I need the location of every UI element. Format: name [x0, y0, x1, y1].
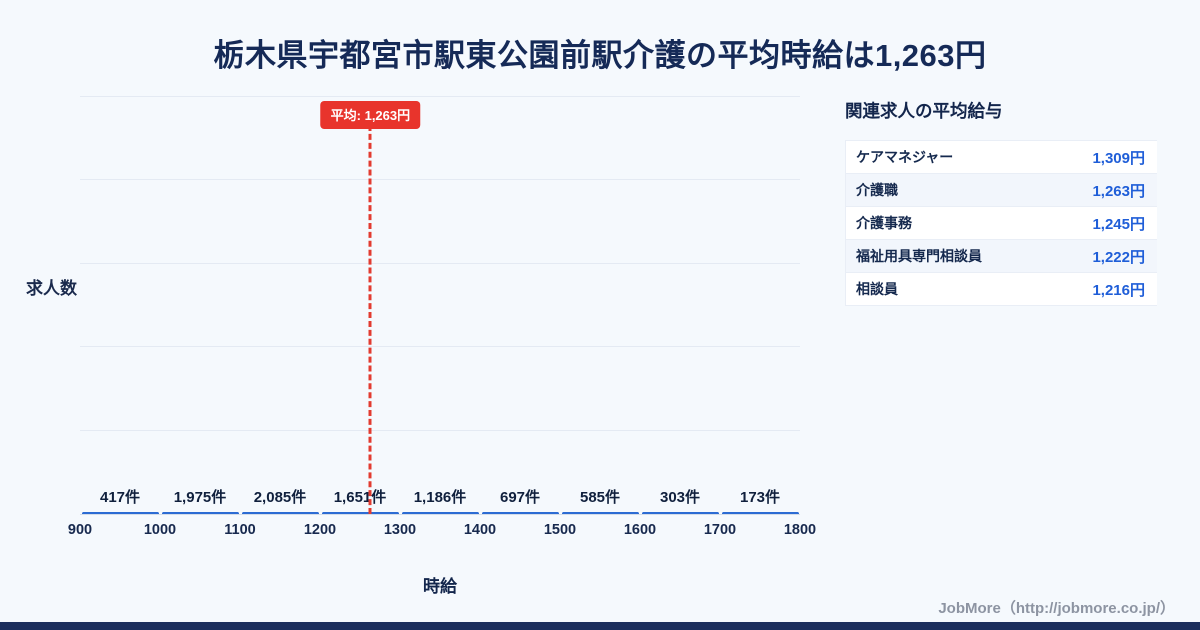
bar — [401, 512, 479, 514]
salary-row-label: 介護職 — [856, 182, 898, 198]
x-tick-label: 1100 — [224, 522, 256, 538]
histogram-bar: 2,085件 — [241, 486, 319, 514]
bottom-accent-strip — [0, 622, 1200, 630]
x-tick-label: 1700 — [703, 522, 737, 538]
histogram-bar: 303件 — [641, 486, 719, 514]
x-tick-label: 1800 — [783, 522, 817, 538]
x-tick-label: 900 — [67, 522, 93, 538]
histogram-bar: 1,975件 — [161, 486, 239, 514]
bar-value-label: 697件 — [499, 489, 541, 506]
salary-row: 相談員 1,216円 — [846, 273, 1157, 306]
average-line — [368, 125, 372, 514]
gridline — [80, 96, 800, 97]
histogram-bar: 697件 — [481, 486, 559, 514]
bar-value-label: 173件 — [739, 489, 781, 506]
gridline — [80, 262, 800, 264]
salary-row-value: 1,245円 — [1092, 215, 1145, 233]
histogram-plot: 417件 1,975件 2,085件 1,651件 1,186件 697件 585件 303件… — [80, 96, 800, 515]
bar-value-label: 1,186件 — [413, 489, 467, 506]
x-tick-label: 1200 — [303, 522, 337, 538]
histogram-bar: 1,186件 — [401, 486, 479, 514]
bar-value-label: 1,975件 — [173, 489, 227, 506]
footer-credit: JobMore（http://jobmore.co.jp/） — [938, 600, 1175, 617]
x-tick-label: 1400 — [463, 522, 497, 538]
average-badge: 平均: 1,263円 — [320, 101, 421, 129]
related-salaries-table: ケアマネジャー 1,309円介護職 1,263円介護事務 1,245円福祉用具専門相談… — [845, 140, 1157, 306]
bar — [481, 512, 559, 514]
salary-row-value: 1,309円 — [1092, 149, 1145, 167]
salary-row: 福祉用具専門相談員 1,222円 — [846, 240, 1157, 273]
histogram-bar: 417件 — [81, 486, 159, 514]
bar-value-label: 585件 — [579, 489, 621, 506]
salary-row-label: 介護事務 — [856, 215, 912, 231]
salary-row-label: 福祉用具専門相談員 — [856, 248, 982, 264]
x-axis-label: 時給 — [423, 577, 457, 596]
page-title: 栃木県宇都宮市駅東公園前駅介護の平均時給は1,263円 — [213, 38, 987, 73]
gridline — [80, 429, 800, 431]
x-tick-label: 1500 — [543, 522, 577, 538]
histogram-bar: 173件 — [721, 486, 799, 514]
bar-value-label: 2,085件 — [253, 489, 307, 506]
gridline — [80, 346, 800, 348]
bar — [321, 512, 399, 514]
histogram-bar: 585件 — [561, 486, 639, 514]
bar — [641, 512, 719, 514]
salary-row: ケアマネジャー 1,309円 — [846, 141, 1157, 174]
bar-value-label: 1,651件 — [333, 489, 387, 506]
bar — [721, 512, 799, 514]
salary-row-label: 相談員 — [856, 281, 898, 297]
bar — [161, 512, 239, 514]
salary-row-value: 1,216円 — [1092, 281, 1145, 299]
bar — [561, 512, 639, 514]
histogram-bar: 1,651件 — [321, 486, 399, 514]
bar — [241, 512, 319, 514]
salary-row-label: ケアマネジャー — [856, 149, 954, 165]
bars-container: 417件 1,975件 2,085件 1,651件 1,186件 697件 585件 303件… — [80, 97, 800, 514]
salary-row-value: 1,263円 — [1092, 182, 1145, 200]
salary-row-value: 1,222円 — [1092, 248, 1145, 266]
y-axis-label: 求人数 — [26, 279, 77, 298]
x-tick-label: 1300 — [383, 522, 417, 538]
x-tick-label: 1600 — [623, 522, 657, 538]
gridline — [80, 179, 800, 181]
x-axis-ticks: 900 1000 1100 1200 1300 1400 1500 1600 1700 1800 — [68, 522, 816, 542]
side-panel-heading: 関連求人の平均給与 — [845, 101, 1003, 121]
bar-value-label: 417件 — [99, 489, 141, 506]
x-tick-label: 1000 — [143, 522, 177, 538]
bar — [81, 512, 159, 514]
bar-value-label: 303件 — [659, 489, 701, 506]
salary-row: 介護事務 1,245円 — [846, 207, 1157, 240]
salary-row: 介護職 1,263円 — [846, 174, 1157, 207]
